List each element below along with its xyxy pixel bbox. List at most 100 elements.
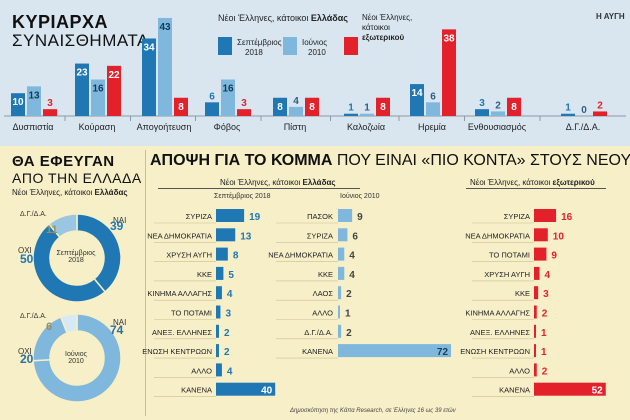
emotion-bar [376,97,390,116]
emotion-bar-value: 0 [581,105,587,116]
donut-hole [51,332,103,384]
emotions-title: ΚΥΡΙΑΡΧΑ [12,12,109,32]
emotion-bar [426,102,440,116]
donut-population: Νέοι Έλληνες, κάτοικοι Ελλάδας [12,188,128,197]
party-bar-value: 8 [233,251,239,262]
legend-swatch-abroad [344,37,358,55]
donut1-center-label: Σεπτέμβριος 2018 [56,250,96,264]
donut-no-value: 50 [20,252,34,266]
emotion-bar-value: 3 [47,98,53,109]
party-bar-value: 2 [224,347,230,358]
party-bar [216,247,228,261]
emotions-bar-chart: 10133Δυσπιστία231622Κούραση34438Απογοήτε… [4,17,626,132]
emotion-bar-value: 4 [293,96,299,107]
party-bar [338,344,452,358]
party-abroad-heading: Νέοι Έλληνες, κάτοικοι εξωτερικού [470,178,595,187]
panel-divider [145,150,146,416]
party-bar [534,382,606,396]
donut1-yes-label: ΝΑΙ [113,216,127,225]
emotion-bar [507,97,521,116]
legend-label-sep2018: Σεπτέμβριος 2018 [237,38,282,57]
emotion-bar-value: 34 [143,42,155,53]
emotion-bar [593,111,607,116]
emotion-bar [344,113,358,116]
party-bar [338,209,353,222]
emotion-bar-value: 2 [495,100,501,111]
party-bar-value: 2 [224,328,230,339]
donut-slice [32,313,122,403]
party-bar-value: 3 [543,289,549,300]
emotion-bar [410,84,424,116]
donut-slice [32,223,107,303]
emotion-bar [174,97,188,116]
party-label: ΑΝΕΞ. ΕΛΛΗΝΕΣ [152,328,212,337]
footnote: Δημοσκόπηση της Kάπα Research, σε Έλληνε… [290,408,456,414]
emotion-bar [491,111,505,116]
emotion-bar-value: 8 [511,102,517,113]
party-bar [534,228,548,242]
donut2-center-label: Ιούνιος 2010 [65,351,87,365]
emotion-bar-value: 8 [178,102,184,113]
party-bar-value: 2 [542,309,548,320]
emotion-bar-value: 10 [12,97,24,108]
party-bar [534,209,557,222]
legend-swatch-jun2010 [283,37,297,55]
donut-subtitle: ΑΠΟ ΤΗΝ ΕΛΛΑΔΑ [12,170,142,186]
legend-label-jun2010: Ιούνιος 2010 [302,38,328,57]
donut-dk-value: 11 [46,224,58,236]
emotion-bar-value: 1 [364,103,370,114]
party-bar-value: 4 [349,270,355,281]
party-bar [338,324,342,338]
emotion-bar-value: 16 [92,84,104,95]
party-bar [534,324,536,338]
emotion-bar-value: 8 [277,102,283,113]
party-label: ΝΕΑ ΔΗΜΟΚΡΑΤΙΑ [465,231,530,240]
donut-dk-value: 6 [46,321,52,333]
donut-charts: 39 50 11 74 20 6 [20,213,124,403]
emotion-category-label: Κούραση [79,122,116,132]
emotion-category-label: Ηρεμία [418,122,446,132]
party-label: ΝΕΑ ΔΗΜΟΚΡΑΤΙΑ [147,231,212,240]
emotion-bar [221,79,235,116]
emotion-bar-value: 6 [209,91,215,102]
party-bar [216,305,221,319]
legend-swatch-sep2018 [218,37,232,55]
party-bar [534,305,537,319]
emotions-panel [0,0,630,146]
party-bar [534,247,547,261]
emotion-bar-value: 3 [241,98,247,109]
party-sub-jun2010: Ιούνιος 2010 [340,193,380,200]
emotion-bar-value: 22 [108,70,120,81]
emotion-bar [158,17,172,116]
party-bar [216,344,219,358]
party-bar-value: 9 [551,251,557,262]
emotion-bar-value: 8 [309,102,315,113]
emotion-bar-value: 23 [76,68,88,79]
emotion-bar [27,86,41,116]
emotion-bar [11,93,25,116]
party-bar-value: 2 [346,289,352,300]
donut-hole [51,232,103,284]
emotion-bar-value: 13 [28,90,40,101]
emotion-bar [442,29,456,116]
party-bar-value: 40 [261,386,273,397]
party-bar [216,266,224,280]
emotion-bar-value: 38 [443,33,455,44]
emotion-category-label: Δυσπιστία [12,122,53,132]
party-label: ΚΚΕ [515,289,530,298]
party-bar-value: 9 [357,212,363,223]
party-bar [534,286,539,300]
party-label: ΑΝΕΞ. ΕΛΛΗΝΕΣ [470,328,530,337]
emotion-bar [205,102,219,116]
party-bar [338,305,340,319]
donut-title: ΘΑ ΕΦΕΥΓΑΝ [12,153,115,170]
donut2-yes-label: ΝΑΙ [113,318,127,327]
emotion-bar [107,65,121,116]
emotion-bar-value: 1 [348,103,354,114]
party-label: ΚΚΕ [197,270,212,279]
party-label: ΑΛΛΟ [312,309,333,318]
emotion-category-label: Ενθουσιασμός [468,122,527,132]
emotion-bar [305,97,319,116]
party-label: ΚΙΝΗΜΑ ΑΛΛΑΓΗΣ [147,289,212,298]
donut-slice [59,313,78,334]
